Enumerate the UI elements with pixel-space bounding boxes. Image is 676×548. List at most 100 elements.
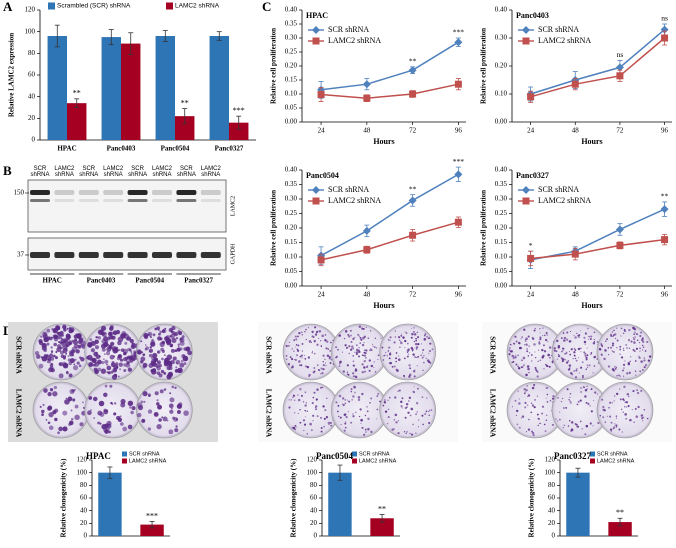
colony <box>120 402 126 408</box>
y-axis-label: Relative clonogenicity (%) <box>60 458 68 538</box>
colony <box>339 416 342 419</box>
colony <box>352 415 355 418</box>
colony <box>603 357 606 361</box>
colony <box>172 356 177 361</box>
colony <box>545 397 547 399</box>
marker <box>522 197 530 205</box>
colony <box>590 352 593 354</box>
colony <box>566 331 569 334</box>
colony <box>515 340 518 343</box>
colony <box>320 367 323 370</box>
colony <box>127 347 131 352</box>
legend-label: SCR shRNA <box>129 451 160 457</box>
colony <box>359 415 361 418</box>
colony <box>610 430 612 432</box>
colony <box>575 369 578 372</box>
colony <box>395 352 398 354</box>
marker <box>615 63 624 72</box>
colony <box>287 363 291 366</box>
band <box>152 199 172 202</box>
series-line <box>321 83 459 99</box>
size-marker: 150 <box>14 189 25 197</box>
colony <box>643 359 646 362</box>
colony <box>538 349 540 351</box>
colony <box>537 371 539 373</box>
legend-swatch <box>122 458 127 464</box>
colony <box>296 354 299 357</box>
colony <box>636 389 638 391</box>
band <box>127 252 148 258</box>
colony <box>82 401 84 404</box>
colony <box>413 375 416 378</box>
colony <box>621 431 624 433</box>
colony <box>365 365 369 369</box>
band <box>200 199 221 202</box>
colony <box>394 336 397 338</box>
colony <box>166 354 173 360</box>
colony <box>43 348 47 353</box>
colony <box>536 413 539 416</box>
colony <box>42 333 48 340</box>
colony <box>158 418 162 422</box>
colony <box>545 331 548 335</box>
colony <box>416 331 419 334</box>
colony <box>608 406 610 409</box>
colony <box>629 360 631 363</box>
band <box>200 252 221 258</box>
colony <box>88 362 94 368</box>
colony <box>166 374 172 380</box>
colony <box>322 368 325 371</box>
plate <box>596 323 654 381</box>
colony <box>566 388 569 391</box>
y-tick-label: 0.30 <box>495 34 508 42</box>
colony <box>582 386 585 388</box>
band <box>152 252 172 258</box>
colony <box>330 424 333 427</box>
colony <box>302 401 305 403</box>
colony <box>517 390 519 392</box>
colony <box>97 421 101 425</box>
plate <box>596 381 654 439</box>
colony <box>48 367 54 373</box>
colony <box>304 331 306 333</box>
colony <box>584 433 587 436</box>
y-tick-label: 100 <box>307 468 318 476</box>
colony <box>428 360 431 364</box>
colony <box>518 426 521 429</box>
colony <box>568 340 571 343</box>
band <box>78 199 99 202</box>
colony <box>344 421 347 423</box>
colony <box>387 416 390 419</box>
colony <box>314 326 317 329</box>
colony <box>361 363 364 366</box>
colony <box>525 373 528 377</box>
colony <box>161 340 166 345</box>
colony <box>67 396 73 402</box>
colony <box>74 414 80 421</box>
colony <box>292 426 296 430</box>
colony <box>156 366 161 371</box>
colony <box>384 354 386 356</box>
error-bar <box>108 29 114 46</box>
colony <box>421 352 424 354</box>
marker <box>571 250 579 258</box>
colony <box>314 406 317 409</box>
colony <box>317 368 320 371</box>
chart-title: Panc0504 <box>306 171 339 180</box>
colony <box>569 392 572 395</box>
colony <box>537 360 539 363</box>
colony <box>618 374 620 377</box>
colony <box>358 335 360 337</box>
lane-label: LAMC2 shRNA <box>54 166 75 178</box>
colony <box>348 352 351 355</box>
marker <box>362 226 371 235</box>
colony <box>641 349 643 351</box>
colony <box>413 356 416 358</box>
colony <box>619 353 621 355</box>
colony <box>640 360 643 363</box>
colony <box>527 335 530 338</box>
colony <box>580 330 582 332</box>
colony <box>413 330 415 333</box>
colony <box>604 349 607 352</box>
colony <box>111 403 114 405</box>
